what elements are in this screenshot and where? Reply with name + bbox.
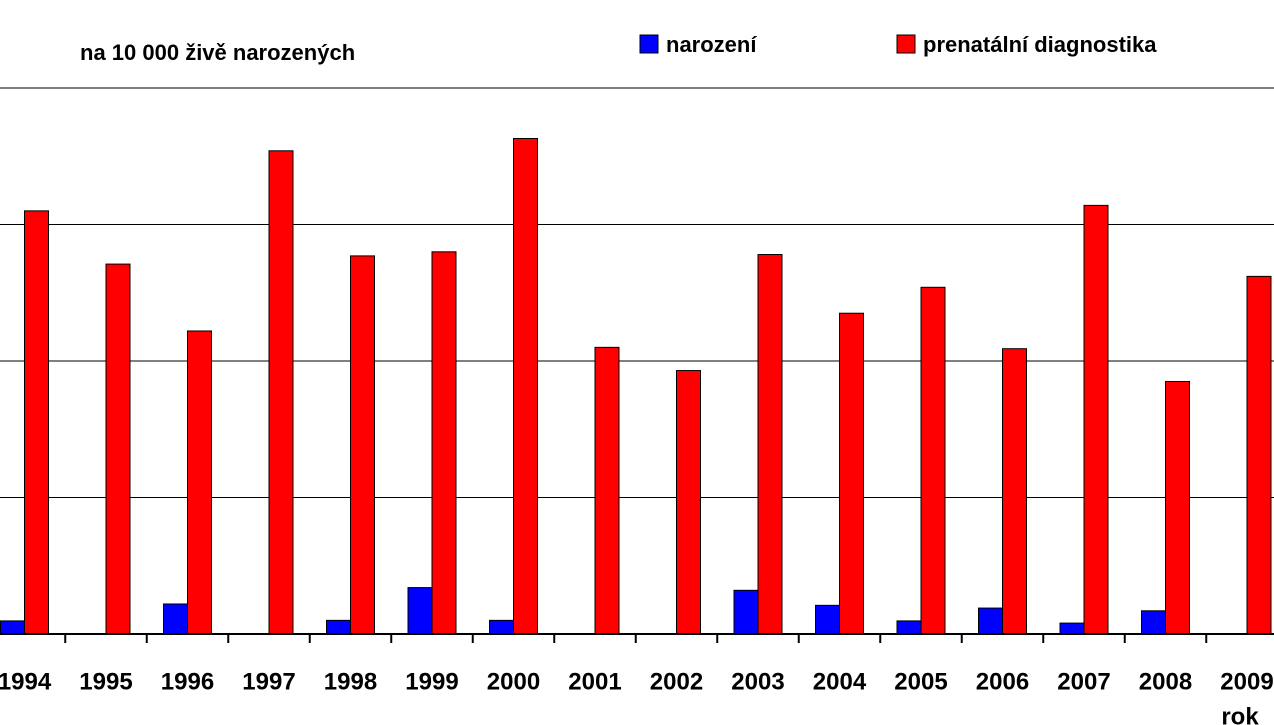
bar [513, 138, 538, 635]
bar [594, 346, 620, 635]
x-tick-label: 2000 [487, 668, 540, 695]
bar [187, 330, 212, 635]
legend-swatch [896, 34, 916, 54]
x-tick-label: 2005 [894, 668, 947, 695]
x-tick-label: 2009 [1220, 668, 1273, 695]
x-tick-label: 2002 [650, 668, 703, 695]
chart-title: na 10 000 živě narozených [80, 40, 355, 65]
x-tick-label: 2006 [976, 668, 1029, 695]
bar [431, 251, 457, 635]
bar [676, 370, 701, 635]
bar [489, 619, 514, 635]
bar [105, 263, 131, 635]
legend-swatch [639, 34, 659, 54]
x-tick-label: 2008 [1139, 668, 1192, 695]
x-tick-label: 2004 [813, 668, 867, 695]
bar [0, 620, 25, 635]
bar [815, 604, 840, 635]
bar [1002, 348, 1027, 635]
bar [1141, 610, 1166, 635]
bar [24, 210, 49, 635]
bar [326, 619, 351, 635]
bar [350, 255, 375, 635]
x-axis-label: rok [1221, 703, 1259, 725]
bar [407, 587, 433, 635]
x-tick-label: 2001 [568, 668, 621, 695]
bar [268, 150, 294, 635]
bar [1165, 380, 1190, 635]
bar [1246, 275, 1272, 635]
bar [733, 589, 759, 635]
legend-label: narození [666, 32, 757, 57]
x-tick-label: 2007 [1057, 668, 1110, 695]
bar [896, 620, 922, 635]
bar [163, 603, 188, 635]
x-tick-label: 1996 [161, 668, 214, 695]
x-tick-label: 1998 [324, 668, 377, 695]
x-tick-label: 1994 [0, 668, 52, 695]
x-tick-label: 1995 [79, 668, 132, 695]
x-tick-label: 2003 [731, 668, 784, 695]
bar [1059, 622, 1085, 635]
x-tick-label: 1997 [242, 668, 295, 695]
bar [757, 254, 783, 635]
bar [1083, 204, 1109, 635]
legend-label: prenatální diagnostika [923, 32, 1157, 57]
x-tick-label: 1999 [405, 668, 458, 695]
bar [920, 286, 946, 635]
bar [839, 312, 864, 635]
bar [978, 607, 1003, 635]
